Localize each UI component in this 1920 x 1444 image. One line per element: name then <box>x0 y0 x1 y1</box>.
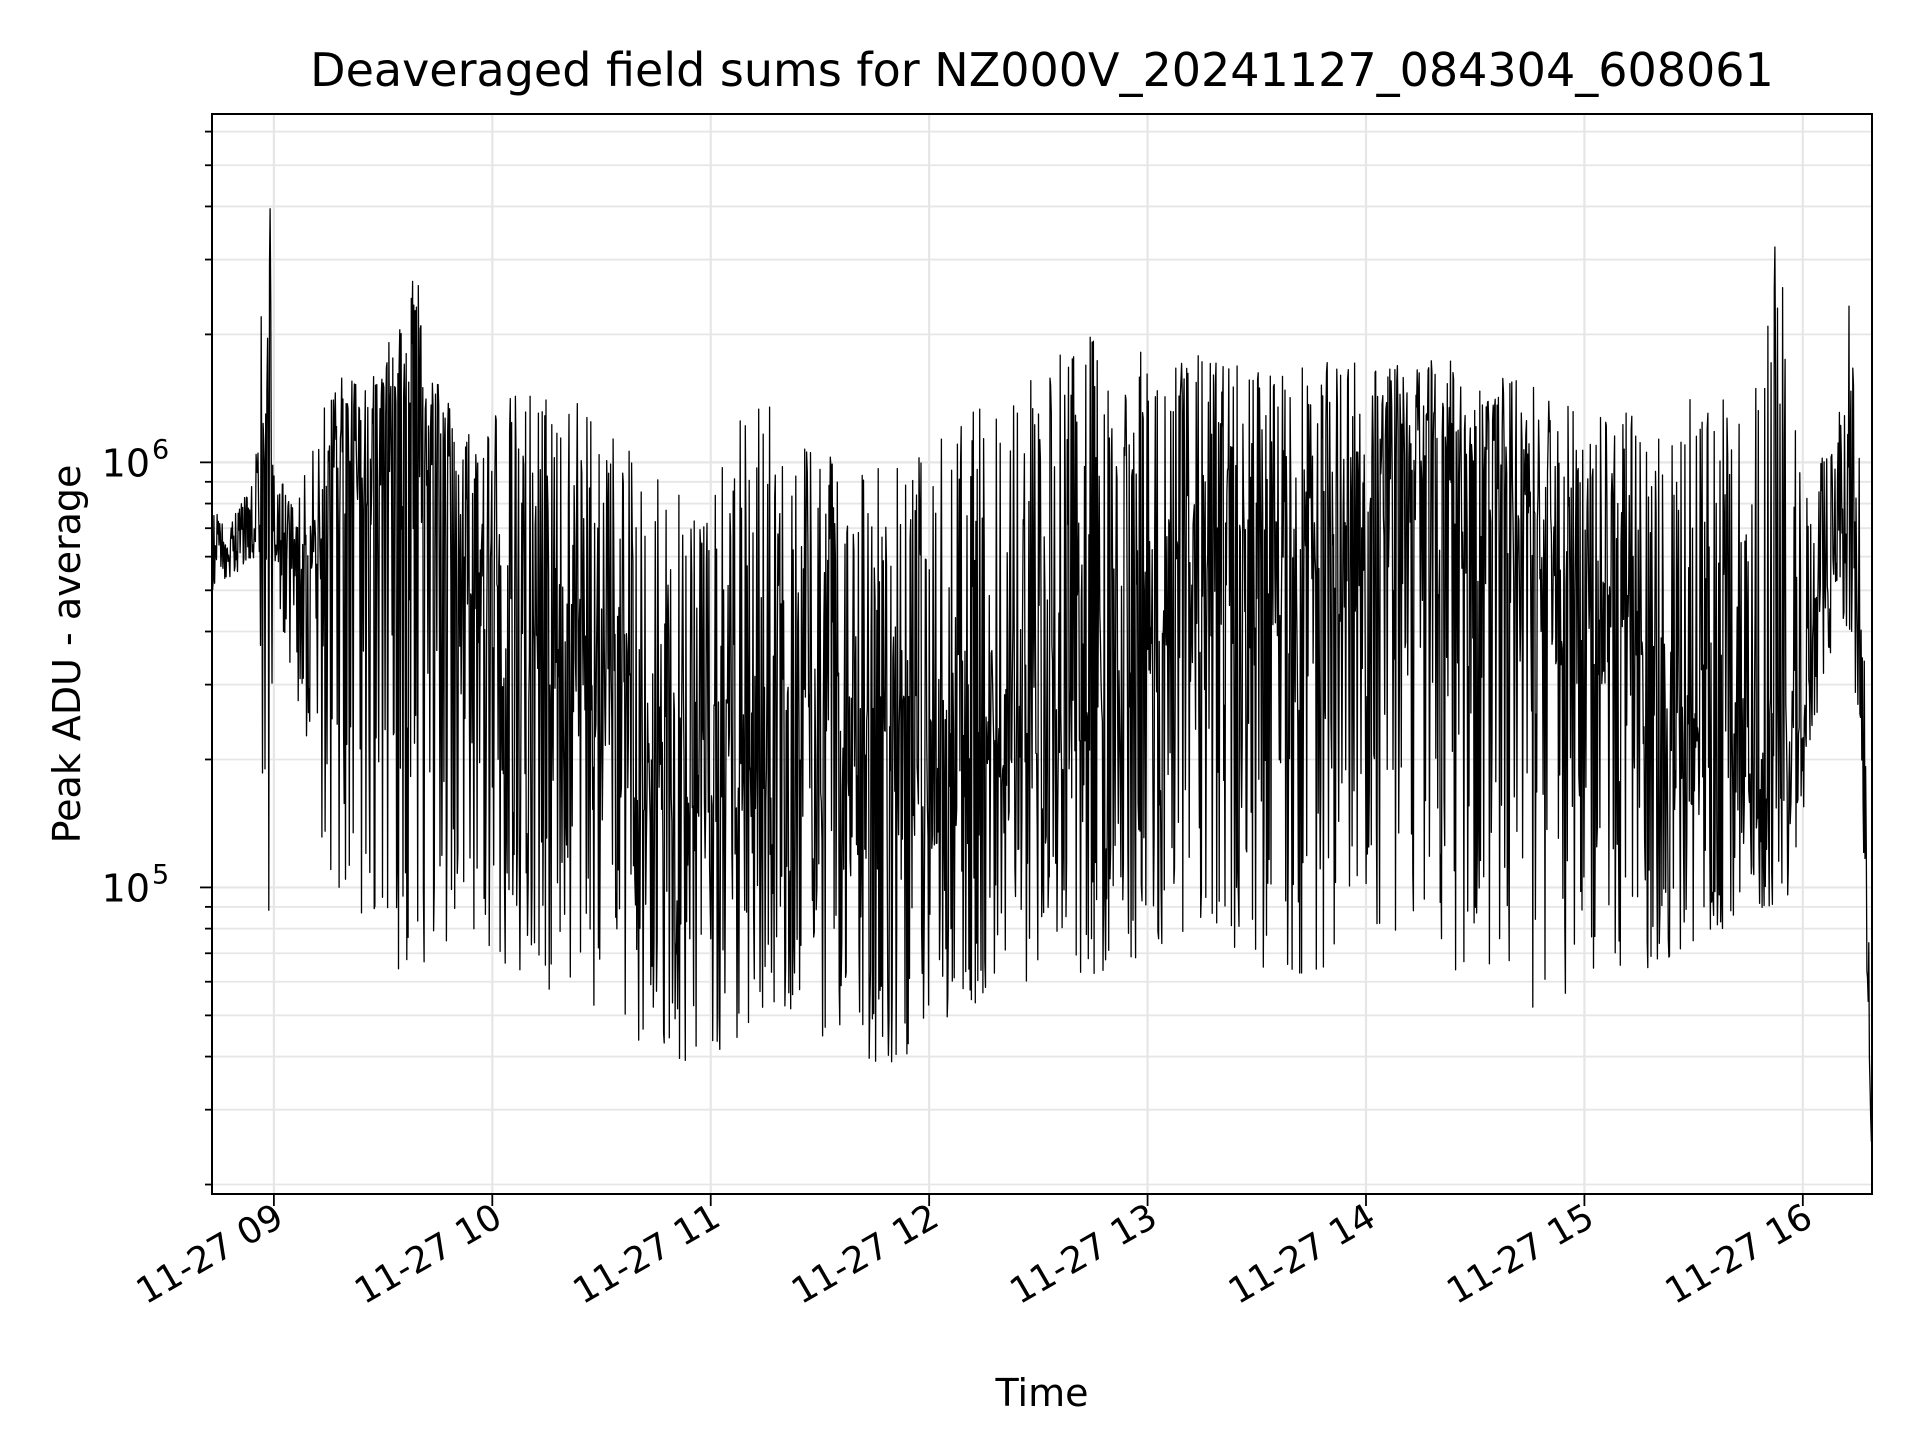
y-tick-label-exponent: 6 <box>152 434 169 465</box>
y-tick-label: 10 <box>102 441 150 485</box>
y-tick-label-exponent: 5 <box>152 859 169 890</box>
series-line-0 <box>211 208 1873 1143</box>
y-tick-label: 10 <box>102 866 150 910</box>
axes-frame <box>211 113 1873 1195</box>
y-axis-label: Peak ADU - average <box>45 465 89 844</box>
series-layer <box>211 208 1873 1143</box>
chart-title: Deaveraged field sums for NZ000V_2024112… <box>310 43 1774 97</box>
x-axis-label: Time <box>995 1371 1089 1415</box>
